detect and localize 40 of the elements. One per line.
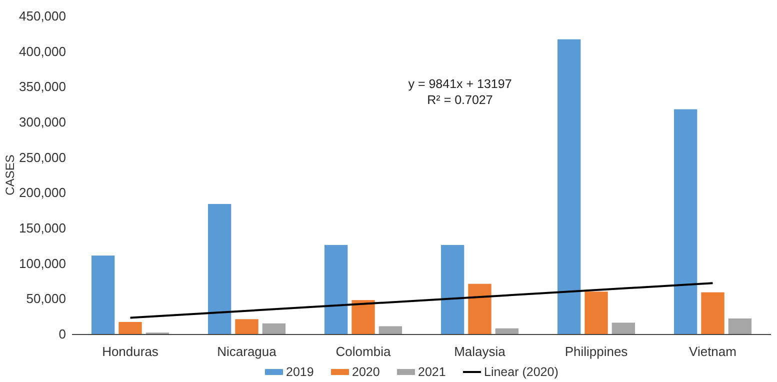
bar — [557, 39, 581, 334]
bar — [262, 323, 286, 334]
y-tick-label: 350,000 — [19, 79, 66, 94]
bar — [352, 300, 375, 334]
bar — [495, 328, 519, 334]
bar — [701, 292, 724, 334]
bar — [440, 244, 464, 334]
bar — [91, 256, 115, 334]
x-tick-label: Philippines — [564, 344, 628, 359]
x-tick-label: Vietnam — [689, 344, 736, 359]
y-tick-label: 250,000 — [19, 150, 66, 165]
y-tick-label: 100,000 — [19, 256, 66, 271]
bar — [208, 204, 232, 334]
annotation: y = 9841x + 13197 — [408, 77, 512, 91]
bar — [584, 292, 608, 334]
y-tick-label: 300,000 — [19, 114, 66, 130]
y-tick-label: 0 — [58, 326, 66, 342]
bar — [324, 244, 348, 334]
legend-label: 2020 — [352, 365, 380, 379]
x-tick-label: Nicaragua — [217, 344, 278, 359]
x-tick-label: Colombia — [336, 344, 392, 359]
bar — [728, 318, 752, 334]
legend-label: Linear (2020) — [484, 365, 558, 379]
y-axis-title: CASES — [3, 154, 17, 196]
y-tick-label: 400,000 — [19, 44, 66, 59]
y-tick-label: 50,000 — [26, 291, 66, 306]
bar — [674, 109, 698, 334]
y-tick-label: 450,000 — [19, 8, 66, 24]
annotation: R² = 0.7027 — [427, 93, 493, 107]
bar — [118, 322, 142, 334]
x-tick-label: Honduras — [102, 344, 159, 359]
bar — [468, 284, 492, 334]
y-tick-label: 150,000 — [19, 220, 66, 236]
bar — [235, 319, 258, 334]
y-tick-label: 200,000 — [19, 185, 66, 200]
bar — [378, 326, 402, 334]
x-tick-label: Malaysia — [454, 344, 506, 359]
legend-label: 2019 — [286, 365, 314, 379]
legend-label: 2021 — [418, 365, 446, 379]
bar — [612, 322, 636, 334]
